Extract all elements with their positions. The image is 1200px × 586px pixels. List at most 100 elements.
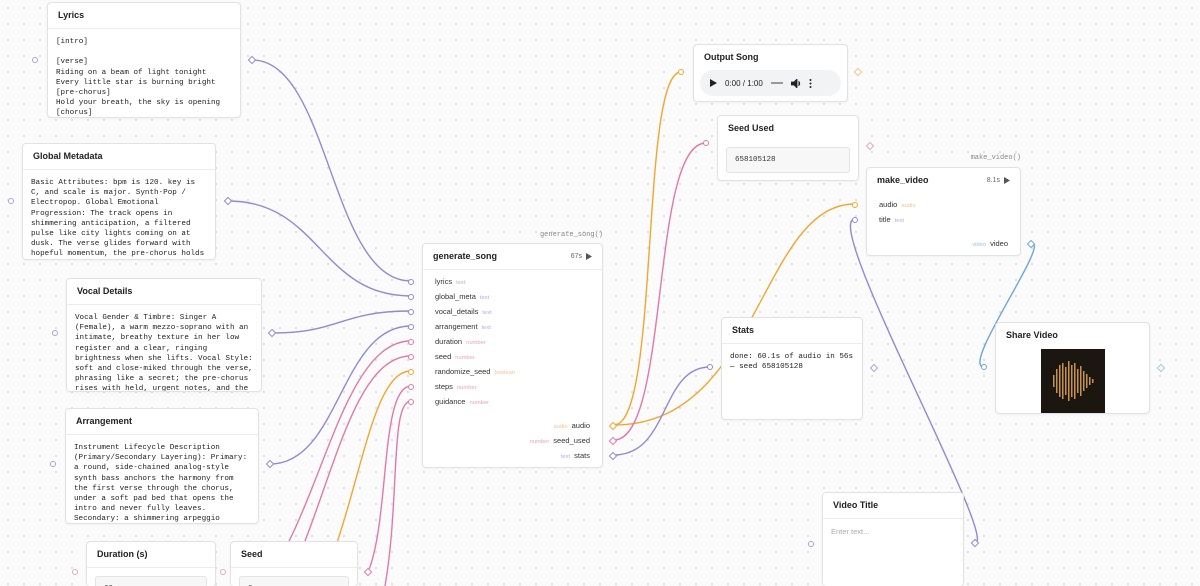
edge (613, 366, 711, 456)
output-type: video (972, 242, 987, 248)
generate-song-node[interactable]: generate_song 67s lyrics text global_meta te… (408, 243, 618, 468)
node-title: make_video (877, 175, 929, 185)
input-row: arrangement text (435, 322, 491, 331)
input-port[interactable] (852, 217, 858, 223)
node-title: Seed Used (728, 123, 775, 133)
run-time[interactable]: 67s (571, 244, 592, 269)
make-video-node[interactable]: make_video 8.1s audio audio title text video v… (852, 167, 1036, 256)
edge (251, 59, 412, 282)
input-name: lyrics (435, 277, 453, 286)
stats-node[interactable]: Stats done: 60.1s of audio in 56s — seed… (721, 317, 863, 420)
input-port[interactable] (408, 384, 414, 390)
number-input[interactable]: 0 (239, 576, 349, 586)
input-name: steps (435, 382, 453, 391)
input-port[interactable] (678, 69, 684, 75)
node-header: generate_song 67s (423, 244, 602, 270)
node-title: Vocal Details (67, 279, 261, 305)
input-row: seed number (435, 352, 475, 361)
input-port[interactable] (32, 57, 38, 63)
input-port[interactable] (72, 569, 78, 575)
input-port[interactable] (808, 541, 814, 547)
output-row: audio audio (553, 421, 590, 430)
node-title: Output Song (704, 52, 759, 62)
input-port[interactable] (408, 399, 414, 405)
play-button[interactable] (710, 79, 717, 87)
edge (849, 218, 978, 544)
input-port[interactable] (50, 461, 56, 467)
run-time[interactable]: 8.1s (987, 168, 1010, 193)
seed-used-node[interactable]: Seed Used 658105128 (717, 115, 859, 181)
vocal-details-node[interactable]: Vocal Details Vocal Gender & Timbre: Sin… (66, 278, 262, 392)
input-name: randomize_seed (435, 367, 491, 376)
text-output: done: 60.1s of audio in 56s — seed 65810… (730, 353, 858, 372)
input-port[interactable] (408, 369, 414, 375)
output-name: seed_used (553, 436, 590, 445)
edge (979, 242, 1035, 368)
input-row: steps number (435, 382, 477, 391)
input-row: global_meta text (435, 292, 489, 301)
input-type: text (482, 310, 492, 316)
global-metadata-node[interactable]: Global Metadata Basic Attributes: bpm is… (22, 143, 216, 260)
input-row: title text (879, 215, 904, 224)
function-label: make_video() (970, 154, 1021, 162)
input-port[interactable] (408, 279, 414, 285)
input-port[interactable] (408, 354, 414, 360)
seed-node[interactable]: Seed 0 (230, 541, 358, 586)
output-row: video video (972, 239, 1008, 248)
input-port[interactable] (8, 198, 14, 204)
output-type: number (529, 439, 550, 445)
input-port[interactable] (408, 324, 414, 330)
edge (367, 385, 412, 573)
input-row: randomize_seed boolean (435, 367, 515, 376)
input-port[interactable] (703, 140, 709, 146)
play-icon (1004, 177, 1010, 184)
input-type: text (481, 325, 491, 331)
node-title: Seed (231, 542, 357, 568)
text-content[interactable]: Instrument Lifecycle Description (Primar… (74, 444, 248, 524)
node-title: Arrangement (66, 409, 258, 435)
text-input[interactable]: Enter text... (831, 527, 870, 536)
output-song-node[interactable]: Output Song 0:00 / 1:00 (693, 44, 848, 102)
volume-button[interactable] (790, 78, 801, 88)
number-input[interactable]: 60 (95, 576, 207, 586)
output-name: stats (574, 451, 590, 460)
input-port[interactable] (981, 364, 987, 370)
edge (269, 325, 412, 465)
input-port[interactable] (52, 330, 58, 336)
edge (384, 400, 412, 586)
input-port[interactable] (852, 202, 858, 208)
input-name: audio (879, 200, 898, 209)
node-title: Global Metadata (23, 144, 215, 170)
play-icon (586, 253, 592, 260)
audio-player[interactable]: 0:00 / 1:00 (700, 70, 841, 96)
video-title-node[interactable]: Video Title Enter text... (822, 492, 964, 586)
input-type: audio (901, 203, 916, 209)
input-name: guidance (435, 397, 466, 406)
lyrics-node[interactable]: Lyrics [intro] [verse] Riding on a beam … (47, 2, 241, 118)
input-port[interactable] (408, 339, 414, 345)
node-title: Duration (s) (87, 542, 215, 568)
output-name: video (990, 239, 1008, 248)
text-content[interactable]: Vocal Gender & Timbre: Singer A (Female)… (75, 314, 253, 392)
input-port[interactable] (408, 309, 414, 315)
input-name: arrangement (435, 322, 478, 331)
input-port[interactable] (220, 569, 226, 575)
time: 8.1s (986, 177, 1000, 184)
input-port[interactable] (707, 364, 713, 370)
progress-bar[interactable] (770, 81, 783, 85)
share-video-node[interactable]: Share Video (995, 322, 1150, 414)
input-type: number (469, 400, 490, 406)
menu-button[interactable] (809, 78, 812, 88)
text-content[interactable]: [intro] [verse] Riding on a beam of ligh… (56, 38, 221, 118)
node-header: make_video 8.1s (867, 168, 1020, 193)
text-content[interactable]: Basic Attributes: bpm is 120. key is C, … (31, 179, 205, 259)
duration-node[interactable]: Duration (s) 60 (86, 541, 216, 586)
function-label: generate_song() (539, 231, 603, 239)
output-row: number seed_used (530, 436, 590, 445)
video-thumbnail[interactable] (1041, 349, 1105, 413)
input-row: guidance number (435, 397, 489, 406)
input-port[interactable] (408, 294, 414, 300)
arrangement-node[interactable]: Arrangement Instrument Lifecycle Descrip… (65, 408, 259, 524)
output-type: audio (553, 424, 568, 430)
input-row: audio audio (879, 200, 916, 209)
